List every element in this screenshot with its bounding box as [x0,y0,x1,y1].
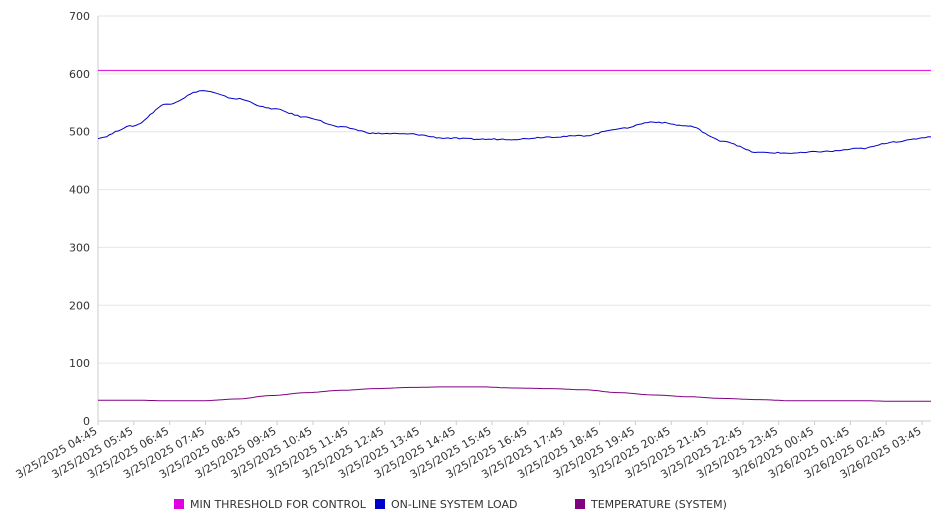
x-axis-ticks: 3/25/2025 04:453/25/2025 05:453/25/2025 … [14,421,924,481]
y-tick-label-0: 0 [83,415,90,428]
y-tick-label-700: 700 [69,10,90,23]
legend: MIN THRESHOLD FOR CONTROL ON-LINE SYSTEM… [0,497,946,515]
legend-label-min-threshold: MIN THRESHOLD FOR CONTROL [190,498,366,511]
legend-swatch-system-load [375,499,385,509]
legend-item-temperature[interactable]: TEMPERATURE (SYSTEM) [575,497,727,513]
y-axis-ticks: 0 100 200 300 400 500 600 700 [69,10,90,428]
y-tick-label-100: 100 [69,357,90,370]
legend-label-system-load: ON-LINE SYSTEM LOAD [391,498,518,511]
legend-item-system-load[interactable]: ON-LINE SYSTEM LOAD [375,497,517,513]
series-line-on-line-system-load [97,90,932,154]
y-tick-label-200: 200 [69,299,90,312]
chart: 0 100 200 300 400 500 600 700 3/25/2025 04:453/… [14,10,932,481]
series-layer [97,69,932,402]
y-tick-label-500: 500 [69,126,90,139]
y-tick-label-400: 400 [69,184,90,197]
grid-lines [98,15,931,422]
y-tick-label-300: 300 [69,241,90,254]
legend-swatch-temperature [575,499,585,509]
legend-item-min-threshold[interactable]: MIN THRESHOLD FOR CONTROL [174,497,366,513]
legend-swatch-min-threshold [174,499,184,509]
legend-label-temperature: TEMPERATURE (SYSTEM) [591,498,727,511]
y-tick-label-600: 600 [69,68,90,81]
series-line-temperature-system [98,386,931,402]
